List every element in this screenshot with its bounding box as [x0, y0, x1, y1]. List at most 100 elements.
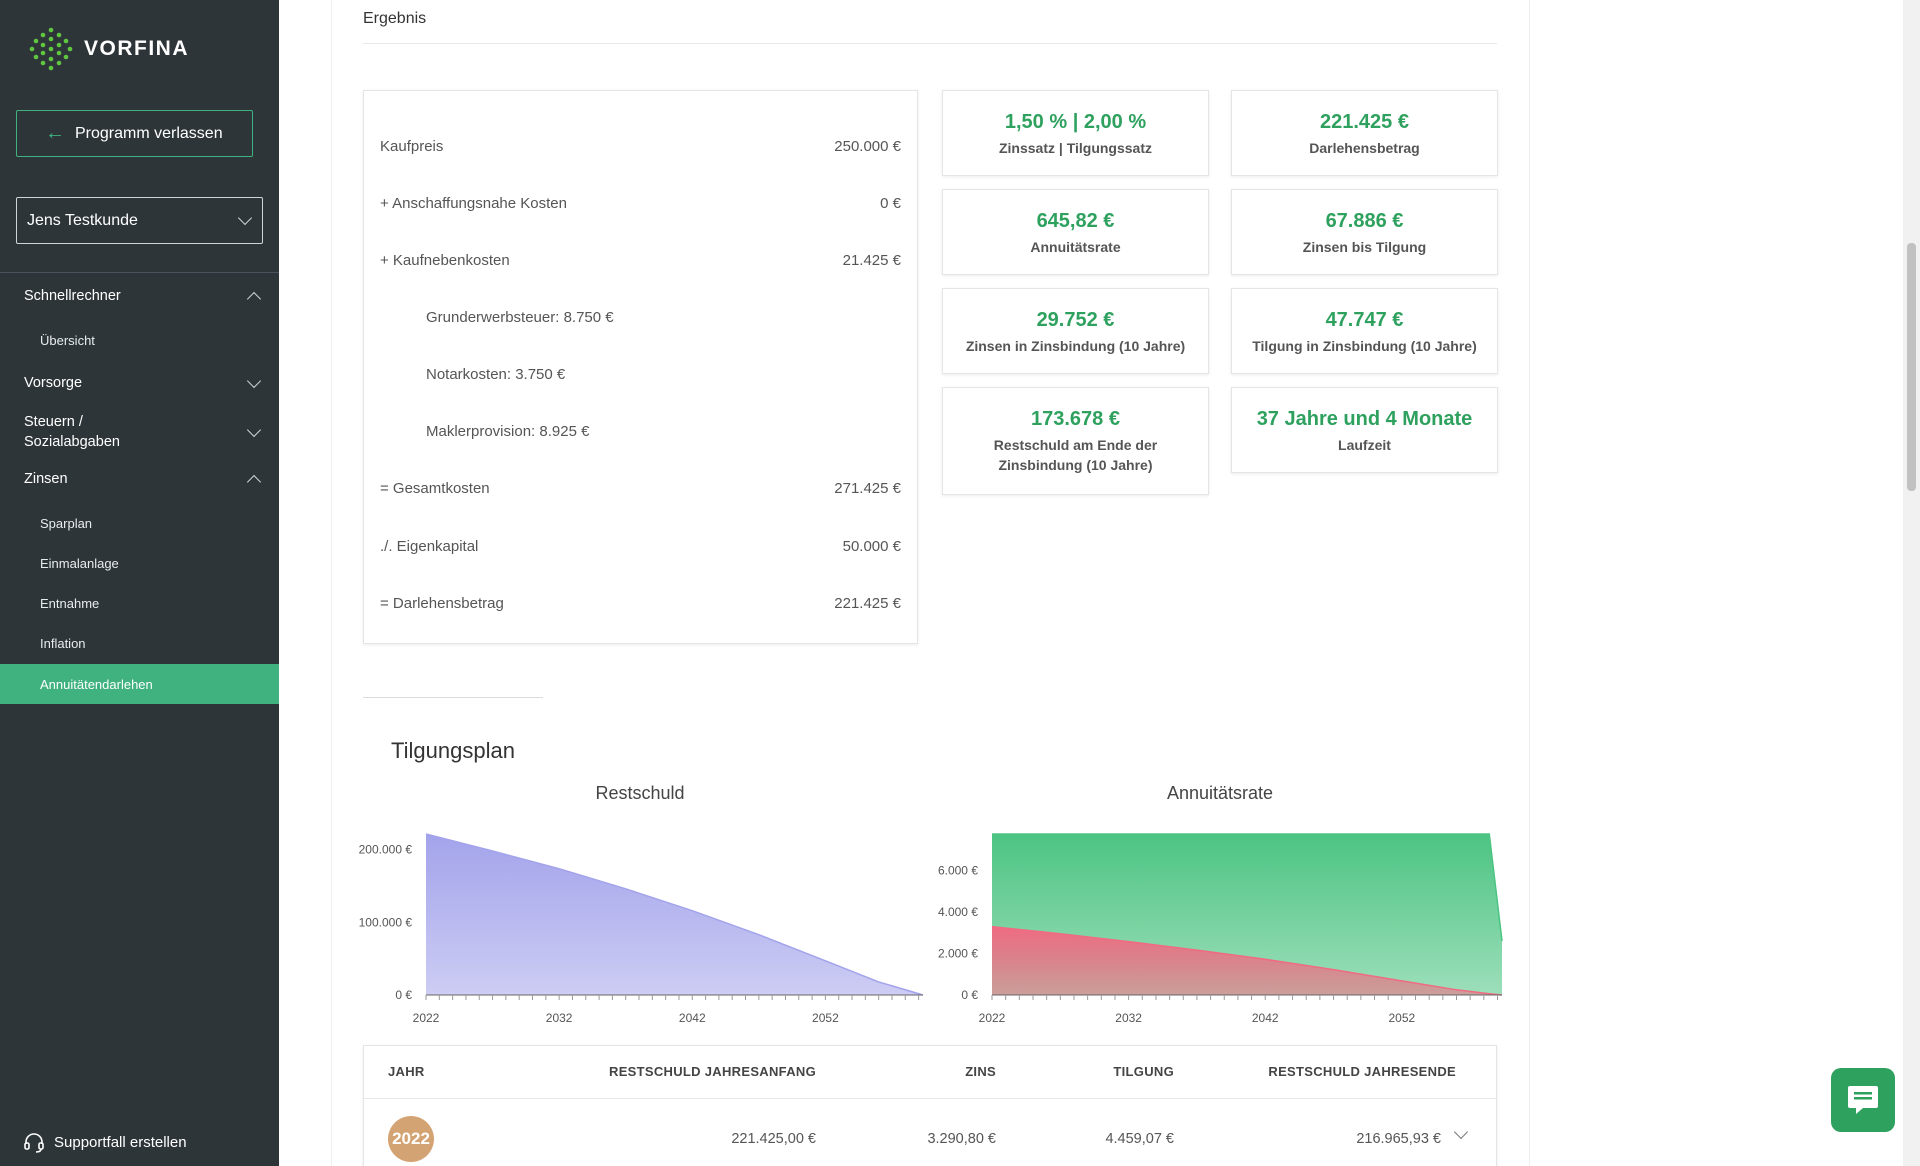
- cost-label: Notarkosten: 3.750 €: [426, 366, 566, 383]
- client-select[interactable]: Jens Testkunde: [16, 197, 263, 244]
- cell-tilgung: 4.459,07 €: [1105, 1131, 1174, 1147]
- table-header-restschuld-anfang: RESTSCHULD JAHRESANFANG: [609, 1064, 816, 1079]
- x-tick-label: 2032: [546, 1011, 573, 1025]
- y-tick-label: 0 €: [961, 988, 978, 1002]
- stat-label: Restschuld am Ende der Zinsbindung (10 J…: [993, 437, 1158, 473]
- cost-label: Kaufpreis: [380, 138, 444, 155]
- page-scrollbar[interactable]: [1903, 0, 1920, 1166]
- stat-label: Annuitätsrate: [1030, 239, 1121, 255]
- cost-value: 271.425 €: [834, 480, 901, 497]
- chevron-down-icon: [246, 422, 262, 437]
- plan-title: Tilgungsplan: [391, 738, 515, 763]
- support-link[interactable]: Supportfall erstellen: [22, 1130, 187, 1154]
- y-tick-label: 4.000 €: [938, 905, 978, 919]
- chart-title-annuitaetsrate: Annuitätsrate: [1166, 783, 1274, 803]
- stat-card-zinsen-zinsbindung: 29.752 € Zinsen in Zinsbindung (10 Jahre…: [942, 288, 1209, 374]
- stat-value: 1,50 % | 2,00 %: [1004, 111, 1147, 133]
- scrollbar-thumb[interactable]: [1907, 243, 1916, 491]
- stat-label: Zinsen bis Tilgung: [1302, 239, 1427, 255]
- stat-label: Zinssatz | Tilgungssatz: [998, 140, 1152, 156]
- stat-value: 645,82 €: [1036, 210, 1115, 232]
- x-tick-label: 2042: [679, 1011, 706, 1025]
- exit-program-label: Programm verlassen: [75, 124, 223, 142]
- stat-card-laufzeit: 37 Jahre und 4 Monate Laufzeit: [1231, 387, 1498, 473]
- sidebar: VORFINA ← Programm verlassen Jens Testku…: [0, 0, 279, 1166]
- nav-section-schnellrechner[interactable]: Schnellrechner: [0, 282, 279, 310]
- cost-label: + Kaufnebenkosten: [380, 252, 510, 269]
- nav-item-label: Übersicht: [40, 332, 95, 348]
- cost-label: = Gesamtkosten: [380, 480, 490, 497]
- nav-section-label: Schnellrechner: [24, 288, 121, 304]
- arrow-left-icon: ←: [45, 122, 65, 144]
- cost-value: 221.425 €: [834, 595, 901, 612]
- y-tick-label: 100.000 €: [359, 915, 413, 929]
- nav-item-sparplan[interactable]: Sparplan: [0, 504, 279, 542]
- y-tick-label: 200.000 €: [359, 843, 413, 857]
- vorfina-logo[interactable]: VORFINA: [28, 26, 189, 72]
- headset-icon: [24, 1133, 44, 1153]
- cost-row-maklerprovision: Maklerprovision: 8.925 €: [426, 423, 901, 440]
- nav-item-uebersicht[interactable]: Übersicht: [0, 321, 279, 359]
- chart-title-restschuld: Restschuld: [595, 783, 685, 803]
- stat-value: 47.747 €: [1325, 309, 1404, 331]
- stat-card-annuitaetsrate: 645,82 € Annuitätsrate: [942, 189, 1209, 275]
- cost-breakdown-card: Kaufpreis 250.000 € + Anschaffungsnahe K…: [363, 90, 918, 644]
- cost-row-gesamtkosten: = Gesamtkosten 271.425 €: [380, 480, 901, 497]
- table-header-restschuld-ende: RESTSCHULD JAHRESENDE: [1268, 1064, 1456, 1079]
- cell-restschuld-anfang: 221.425,00 €: [731, 1131, 816, 1147]
- cost-value: 0 €: [880, 195, 901, 212]
- x-tick-label: 2022: [979, 1011, 1006, 1025]
- year-badge: 2022: [388, 1116, 434, 1162]
- nav-section-vorsorge[interactable]: Vorsorge: [0, 369, 279, 397]
- cost-value: 21.425 €: [842, 252, 901, 269]
- stat-card-tilgung-zinsbindung: 47.747 € Tilgung in Zinsbindung (10 Jahr…: [1231, 288, 1498, 374]
- stat-value: 67.886 €: [1325, 210, 1404, 232]
- x-tick-label: 2022: [413, 1011, 440, 1025]
- nav-item-label: Inflation: [40, 635, 86, 651]
- cost-row-kaufnebenkosten: + Kaufnebenkosten 21.425 €: [380, 252, 901, 269]
- chevron-down-icon: [246, 373, 262, 388]
- row-expand-chevron-icon[interactable]: [1453, 1124, 1469, 1140]
- title-divider: [363, 43, 1497, 44]
- exit-program-button[interactable]: ← Programm verlassen: [16, 110, 253, 157]
- nav-section-steuern[interactable]: Steuern / Sozialabgaben: [0, 410, 279, 454]
- x-tick-label: 2042: [1252, 1011, 1279, 1025]
- nav-item-label: Sparplan: [40, 515, 93, 531]
- stat-value: 37 Jahre und 4 Monate: [1256, 408, 1473, 430]
- cost-label: + Anschaffungsnahe Kosten: [380, 195, 567, 212]
- cost-value: 50.000 €: [842, 538, 901, 555]
- section-divider: [363, 697, 543, 698]
- line-series-0: [425, 833, 924, 996]
- x-tick-label: 2032: [1115, 1011, 1142, 1025]
- x-tick-label: 2052: [1389, 1011, 1416, 1025]
- nav-item-label: Annuitätendarlehen: [40, 676, 153, 692]
- table-header-zins: ZINS: [965, 1064, 996, 1079]
- vorfina-logo-icon: [29, 27, 73, 71]
- cost-row-darlehensbetrag: = Darlehensbetrag 221.425 €: [380, 595, 901, 612]
- cost-value: 250.000 €: [834, 138, 901, 155]
- nav-divider: [0, 272, 279, 273]
- cost-label: ./. Eigenkapital: [380, 538, 479, 555]
- chevron-up-icon: [246, 474, 262, 489]
- cost-label: Maklerprovision: 8.925 €: [426, 423, 590, 440]
- nav-item-inflation[interactable]: Inflation: [0, 624, 279, 662]
- nav-section-zinsen[interactable]: Zinsen: [0, 465, 279, 493]
- chat-button[interactable]: [1831, 1068, 1895, 1132]
- stat-value: 173.678 €: [1031, 408, 1120, 430]
- cost-row-kaufpreis: Kaufpreis 250.000 €: [380, 138, 901, 155]
- client-name: Jens Testkunde: [27, 211, 138, 229]
- stat-value: 29.752 €: [1036, 309, 1115, 331]
- nav-item-entnahme[interactable]: Entnahme: [0, 584, 279, 622]
- cost-label: Grunderwerbsteuer: 8.750 €: [426, 309, 614, 326]
- area-series-0: [426, 834, 923, 995]
- stat-card-darlehensbetrag: 221.425 € Darlehensbetrag: [1231, 90, 1498, 176]
- cost-row-eigenkapital: ./. Eigenkapital 50.000 €: [380, 538, 901, 555]
- y-tick-label: 0 €: [395, 988, 412, 1002]
- support-label: Supportfall erstellen: [54, 1133, 187, 1151]
- nav-item-einmalanlage[interactable]: Einmalanlage: [0, 544, 279, 582]
- amortization-table: JAHR RESTSCHULD JAHRESANFANG ZINS TILGUN…: [363, 1045, 1497, 1166]
- stat-value: 221.425 €: [1320, 111, 1409, 133]
- chevron-up-icon: [246, 291, 262, 306]
- table-header-jahr: JAHR: [388, 1064, 425, 1079]
- nav-item-annuitaetendarlehen[interactable]: Annuitätendarlehen: [0, 664, 279, 704]
